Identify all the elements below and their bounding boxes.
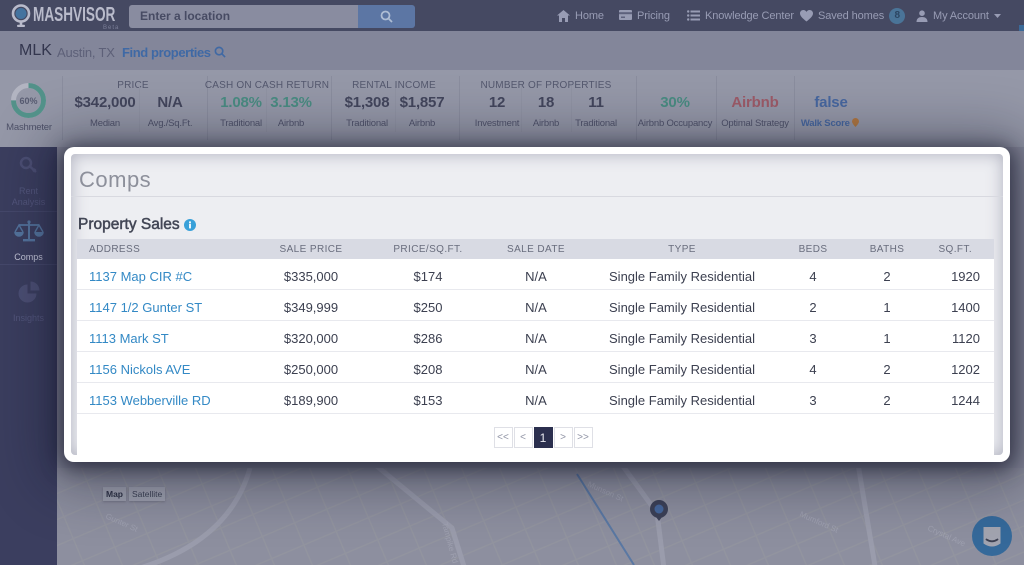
svg-text:60%: 60% — [19, 96, 37, 106]
svg-text:Mumford St: Mumford St — [798, 510, 840, 535]
